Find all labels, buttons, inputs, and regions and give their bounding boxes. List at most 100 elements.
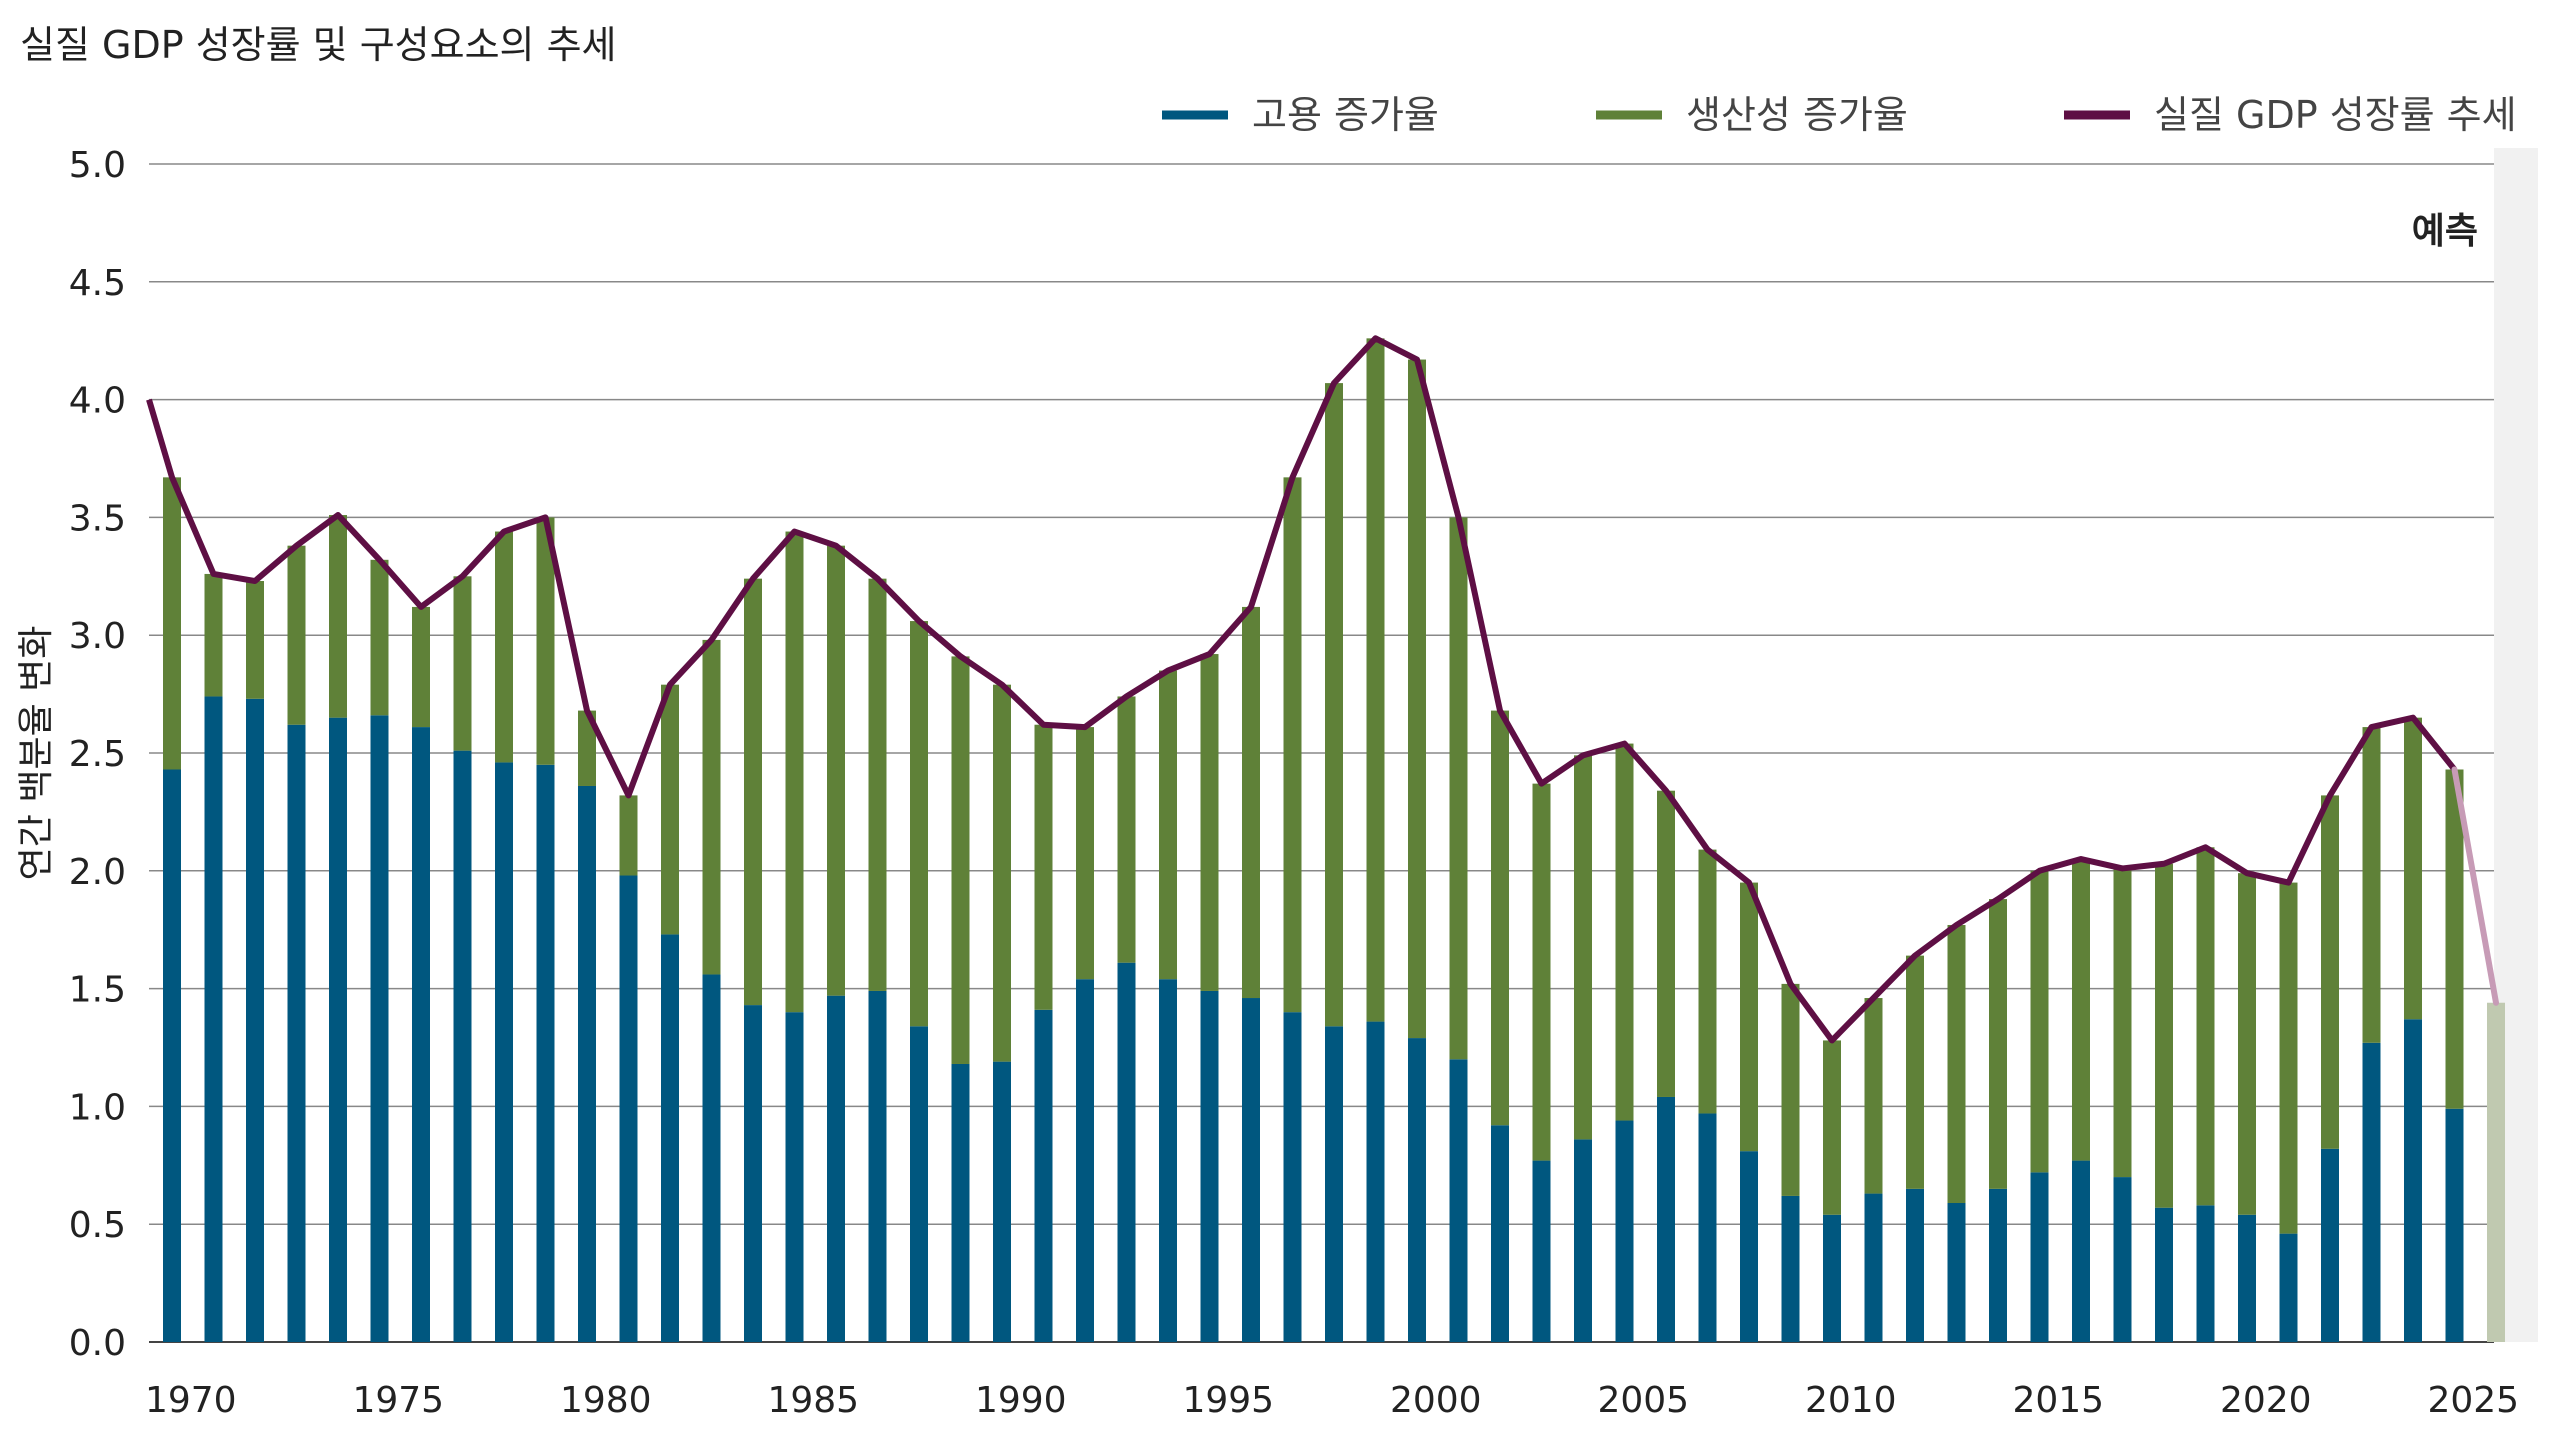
bar-employment <box>2030 1172 2049 1342</box>
bar-employment <box>1491 1125 1509 1342</box>
bar-productivity <box>412 606 430 728</box>
x-tick-label: 2000 <box>1390 1380 1482 1421</box>
y-tick-label: 3.0 <box>69 616 126 657</box>
bar-productivity <box>1740 882 1758 1152</box>
bar-employment <box>661 934 679 1342</box>
x-tick-label: 2020 <box>2220 1380 2312 1421</box>
bar-productivity <box>661 684 679 935</box>
bar-employment <box>827 995 845 1342</box>
bar-employment <box>246 698 264 1342</box>
bar-employment <box>785 1012 804 1342</box>
bar-productivity <box>2445 769 2464 1109</box>
y-tick-label: 4.5 <box>69 263 126 304</box>
bar-productivity <box>1491 710 1509 1126</box>
bar-productivity <box>204 573 223 697</box>
bar-productivity <box>1906 955 1924 1189</box>
bar-employment <box>163 769 181 1342</box>
bar-productivity <box>370 559 389 716</box>
bar-employment <box>1034 1009 1053 1342</box>
y-tick-label: 2.5 <box>69 734 126 775</box>
bar-employment <box>1906 1188 1924 1342</box>
bar-productivity <box>1449 517 1468 1060</box>
bar-employment <box>2445 1108 2464 1342</box>
bar-employment <box>868 990 887 1342</box>
bar-productivity <box>868 578 887 991</box>
bar-employment <box>910 1026 928 1342</box>
x-tick-label: 2010 <box>1805 1380 1897 1421</box>
bar-employment <box>1366 1021 1385 1342</box>
bar-employment <box>578 785 596 1342</box>
bar-employment <box>1532 1160 1551 1342</box>
bar-productivity <box>1034 724 1053 1010</box>
bar-productivity <box>827 545 845 996</box>
bar-employment <box>1159 979 1177 1342</box>
bar-productivity <box>702 639 721 975</box>
bar-employment <box>536 764 555 1342</box>
bar-employment <box>1740 1151 1758 1342</box>
bar-productivity <box>993 684 1011 1062</box>
bar-productivity <box>329 515 347 718</box>
bar-employment <box>1657 1096 1675 1342</box>
bar-productivity <box>1781 983 1800 1196</box>
x-tick-label: 1995 <box>1182 1380 1274 1421</box>
bar-forecast <box>2487 1002 2505 1342</box>
bar-employment <box>2113 1177 2132 1342</box>
bar-productivity <box>2030 870 2049 1173</box>
bar-productivity <box>2113 868 2132 1178</box>
bar-employment <box>1200 990 1219 1342</box>
bar-employment <box>287 724 306 1342</box>
x-tick-label: 2025 <box>2427 1380 2519 1421</box>
bar-employment <box>453 750 472 1342</box>
bar-productivity <box>2321 795 2339 1149</box>
bar-productivity <box>1657 790 1675 1097</box>
y-axis-label: 연간 백분율 변화 <box>16 626 57 881</box>
y-tick-label: 1.0 <box>69 1087 126 1128</box>
legend-label-trend: 실질 GDP 성장률 추세 <box>2154 93 2517 137</box>
bar-employment <box>1449 1059 1468 1342</box>
bar-employment <box>1325 1026 1343 1342</box>
bar-productivity <box>619 795 638 876</box>
bar-productivity <box>1864 998 1883 1194</box>
bar-employment <box>2072 1160 2090 1342</box>
bar-employment <box>1408 1038 1426 1342</box>
legend-label-productivity: 생산성 증가율 <box>1686 93 1908 137</box>
bar-productivity <box>578 710 596 786</box>
bar-employment <box>1781 1195 1800 1342</box>
bar-employment <box>1989 1188 2007 1342</box>
bar-productivity <box>1242 606 1260 999</box>
bar-productivity <box>1366 338 1385 1022</box>
bar-employment <box>1242 998 1260 1342</box>
bar-employment <box>702 974 721 1342</box>
bar-productivity <box>2196 847 2215 1206</box>
bar-employment <box>495 762 513 1342</box>
legend: 고용 증가율 생산성 증가율 실질 GDP 성장률 추세 <box>1162 93 2517 137</box>
bar-employment <box>1864 1193 1883 1342</box>
bar-productivity <box>1408 359 1426 1039</box>
bar-employment <box>2321 1148 2339 1342</box>
bar-productivity <box>1325 383 1343 1027</box>
bar-employment <box>1615 1120 1634 1342</box>
x-tick-label: 1985 <box>767 1380 859 1421</box>
bar-employment <box>2155 1207 2173 1342</box>
bar-employment <box>1117 962 1136 1342</box>
bar-productivity <box>1159 670 1177 980</box>
x-tick-label: 1975 <box>352 1380 444 1421</box>
bar-productivity <box>246 581 264 699</box>
bar-employment <box>204 696 223 1342</box>
x-tick-label: 2005 <box>1597 1380 1689 1421</box>
bar-productivity <box>1117 696 1136 963</box>
bar-employment <box>1283 1012 1302 1342</box>
bar-productivity <box>1615 743 1634 1121</box>
bar-productivity <box>536 517 555 765</box>
bar-productivity <box>951 656 970 1064</box>
bar-employment <box>1947 1202 1966 1342</box>
bar-productivity <box>1823 1040 1841 1215</box>
trend-line <box>146 335 2457 1044</box>
bar-productivity <box>2155 863 2173 1208</box>
bar-productivity <box>1283 477 1302 1013</box>
bar-employment <box>1574 1139 1592 1342</box>
y-tick-label: 0.0 <box>69 1323 126 1364</box>
x-tick-label: 1990 <box>975 1380 1067 1421</box>
y-tick-label: 4.0 <box>69 381 126 422</box>
